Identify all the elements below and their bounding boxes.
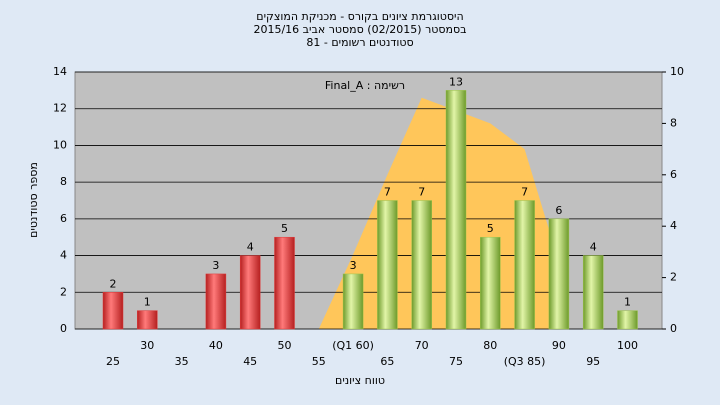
y2-tick-label: 10	[670, 65, 684, 78]
y-tick-label: 10	[53, 138, 67, 151]
bar	[582, 255, 604, 330]
chart-subtitle: סטודנטים רשומים - 81	[306, 36, 413, 49]
x-tick-label: 65	[380, 355, 394, 368]
x-tick-label: 80	[483, 339, 497, 352]
y2-tick-label: 0	[670, 322, 677, 335]
data-label: 3	[212, 259, 219, 272]
x-tick-label: (Q3 85)	[504, 355, 546, 368]
x-tick-label: 100	[617, 339, 638, 352]
x-tick-label: 70	[415, 339, 429, 352]
bar	[205, 273, 227, 330]
data-label: 4	[247, 241, 254, 254]
data-label: 1	[144, 296, 151, 309]
x-tick-label: 95	[586, 355, 600, 368]
chart-subtitle: בסמסטר (02/2015) סמסטר אביב 2015/16	[253, 23, 466, 36]
bar	[480, 236, 501, 330]
data-label: 13	[449, 75, 463, 88]
data-label: 1	[624, 296, 631, 309]
y2-tick-label: 6	[670, 168, 677, 181]
data-label: 7	[418, 186, 425, 199]
bar	[617, 310, 638, 330]
x-tick-label: 55	[312, 355, 326, 368]
x-tick-label: 40	[209, 339, 223, 352]
y-tick-label: 6	[60, 212, 67, 225]
data-label: 6	[555, 204, 562, 217]
data-label: 3	[350, 259, 357, 272]
data-label: 4	[590, 241, 597, 254]
bar	[514, 200, 535, 330]
x-tick-label: 45	[243, 355, 257, 368]
bar	[548, 218, 570, 330]
y-tick-label: 14	[53, 65, 67, 78]
x-tick-label: 50	[278, 339, 292, 352]
bar	[239, 255, 261, 330]
data-label: 2	[110, 277, 117, 290]
x-tick-label: 30	[140, 339, 154, 352]
x-tick-label: 35	[175, 355, 189, 368]
bar	[342, 273, 364, 330]
y-tick-label: 0	[60, 322, 67, 335]
annotation: רשימה : Final_A	[325, 79, 405, 92]
y-tick-label: 12	[53, 102, 67, 115]
y2-tick-label: 2	[670, 271, 677, 284]
x-tick-label: 90	[552, 339, 566, 352]
y-tick-label: 2	[60, 285, 67, 298]
bar	[137, 310, 158, 330]
y-tick-label: 4	[60, 249, 67, 262]
x-tick-label: 25	[106, 355, 120, 368]
y-axis-label: מספר סטודנטים	[27, 162, 40, 238]
bar	[445, 90, 467, 330]
bar	[274, 236, 295, 330]
x-axis-label: טווח ציונים	[335, 374, 385, 387]
y-tick-label: 8	[60, 175, 67, 188]
chart-title: היסטוגרמת ציונים בקורס - מכניקת המוצקים	[256, 10, 463, 23]
x-tick-label: 75	[449, 355, 463, 368]
bar	[377, 200, 398, 330]
data-label: 5	[281, 222, 288, 235]
y2-tick-label: 8	[670, 116, 677, 129]
data-label: 7	[384, 186, 391, 199]
data-label: 5	[487, 222, 494, 235]
y2-tick-label: 4	[670, 219, 677, 232]
x-tick-label: (Q1 60)	[332, 339, 374, 352]
bar	[411, 200, 432, 330]
bar	[102, 292, 124, 330]
data-label: 7	[521, 186, 528, 199]
